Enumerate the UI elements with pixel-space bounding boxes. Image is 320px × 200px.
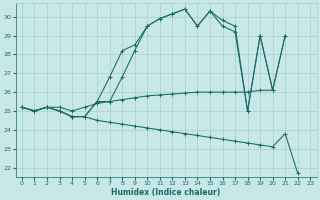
X-axis label: Humidex (Indice chaleur): Humidex (Indice chaleur)	[111, 188, 221, 197]
